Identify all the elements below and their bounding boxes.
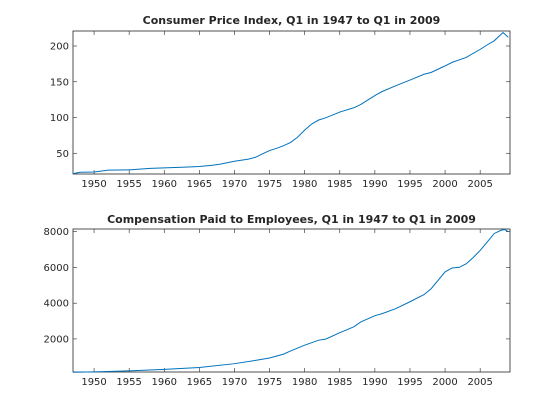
compensation-y-tick-label: 8000 [44,227,69,238]
cpi-y-tick-label: 50 [56,149,69,160]
cpi-x-tick-label: 1960 [152,179,177,190]
cpi-y-tick-label: 200 [50,42,69,53]
cpi-chart-title: Consumer Price Index, Q1 in 1947 to Q1 i… [143,14,441,27]
cpi-y-tick-label: 150 [50,77,69,88]
compensation-x-tick-label: 1985 [327,377,352,388]
compensation-x-tick-label: 1955 [116,377,141,388]
cpi-x-tick-label: 1970 [222,179,247,190]
cpi-y-tick-label: 100 [50,113,69,124]
compensation-x-tick-label: 2005 [467,377,492,388]
cpi-plot: Consumer Price Index, Q1 in 1947 to Q1 i… [50,14,511,190]
compensation-x-tick-label: 2000 [432,377,457,388]
compensation-x-tick-label: 1965 [187,377,212,388]
cpi-x-tick-label: 1990 [362,179,387,190]
cpi-x-tick-label: 1950 [81,179,106,190]
compensation-x-tick-label: 1980 [292,377,317,388]
compensation-x-tick-label: 1990 [362,377,387,388]
cpi-x-tick-label: 1995 [397,179,422,190]
cpi-x-tick-label: 2000 [432,179,457,190]
cpi-series-line [72,31,509,175]
compensation-axes-box [72,228,511,373]
cpi-x-axis: 1950 1955 1960 1965 1970 1975 1980 1985 1990 1995… [81,31,493,190]
compensation-x-tick-label: 1995 [397,377,422,388]
cpi-x-tick-label: 1975 [257,179,282,190]
cpi-x-tick-label: 2005 [467,179,492,190]
compensation-plot: Compensation Paid to Employees, Q1 in 19… [44,213,511,388]
cpi-x-tick-label: 1980 [292,179,317,190]
compensation-chart-title: Compensation Paid to Employees, Q1 in 19… [107,213,476,226]
compensation-y-tick-label: 6000 [44,263,69,274]
cpi-axes-box [72,30,511,175]
compensation-x-tick-label: 1960 [152,377,177,388]
compensation-x-tick-label: 1975 [257,377,282,388]
compensation-y-tick-label: 4000 [44,299,69,310]
cpi-y-axis: 50 100 150 200 [50,42,510,160]
compensation-y-axis: 2000 4000 6000 8000 [44,227,510,345]
cpi-x-tick-label: 1965 [187,179,212,190]
compensation-series-line [72,229,509,373]
compensation-x-tick-label: 1970 [222,377,247,388]
cpi-x-tick-label: 1955 [116,179,141,190]
cpi-x-tick-label: 1985 [327,179,352,190]
compensation-x-axis: 1950 1955 1960 1965 1970 1975 1980 1985 1990 1995… [81,229,493,388]
compensation-x-tick-label: 1950 [81,377,106,388]
compensation-y-tick-label: 2000 [44,334,69,345]
